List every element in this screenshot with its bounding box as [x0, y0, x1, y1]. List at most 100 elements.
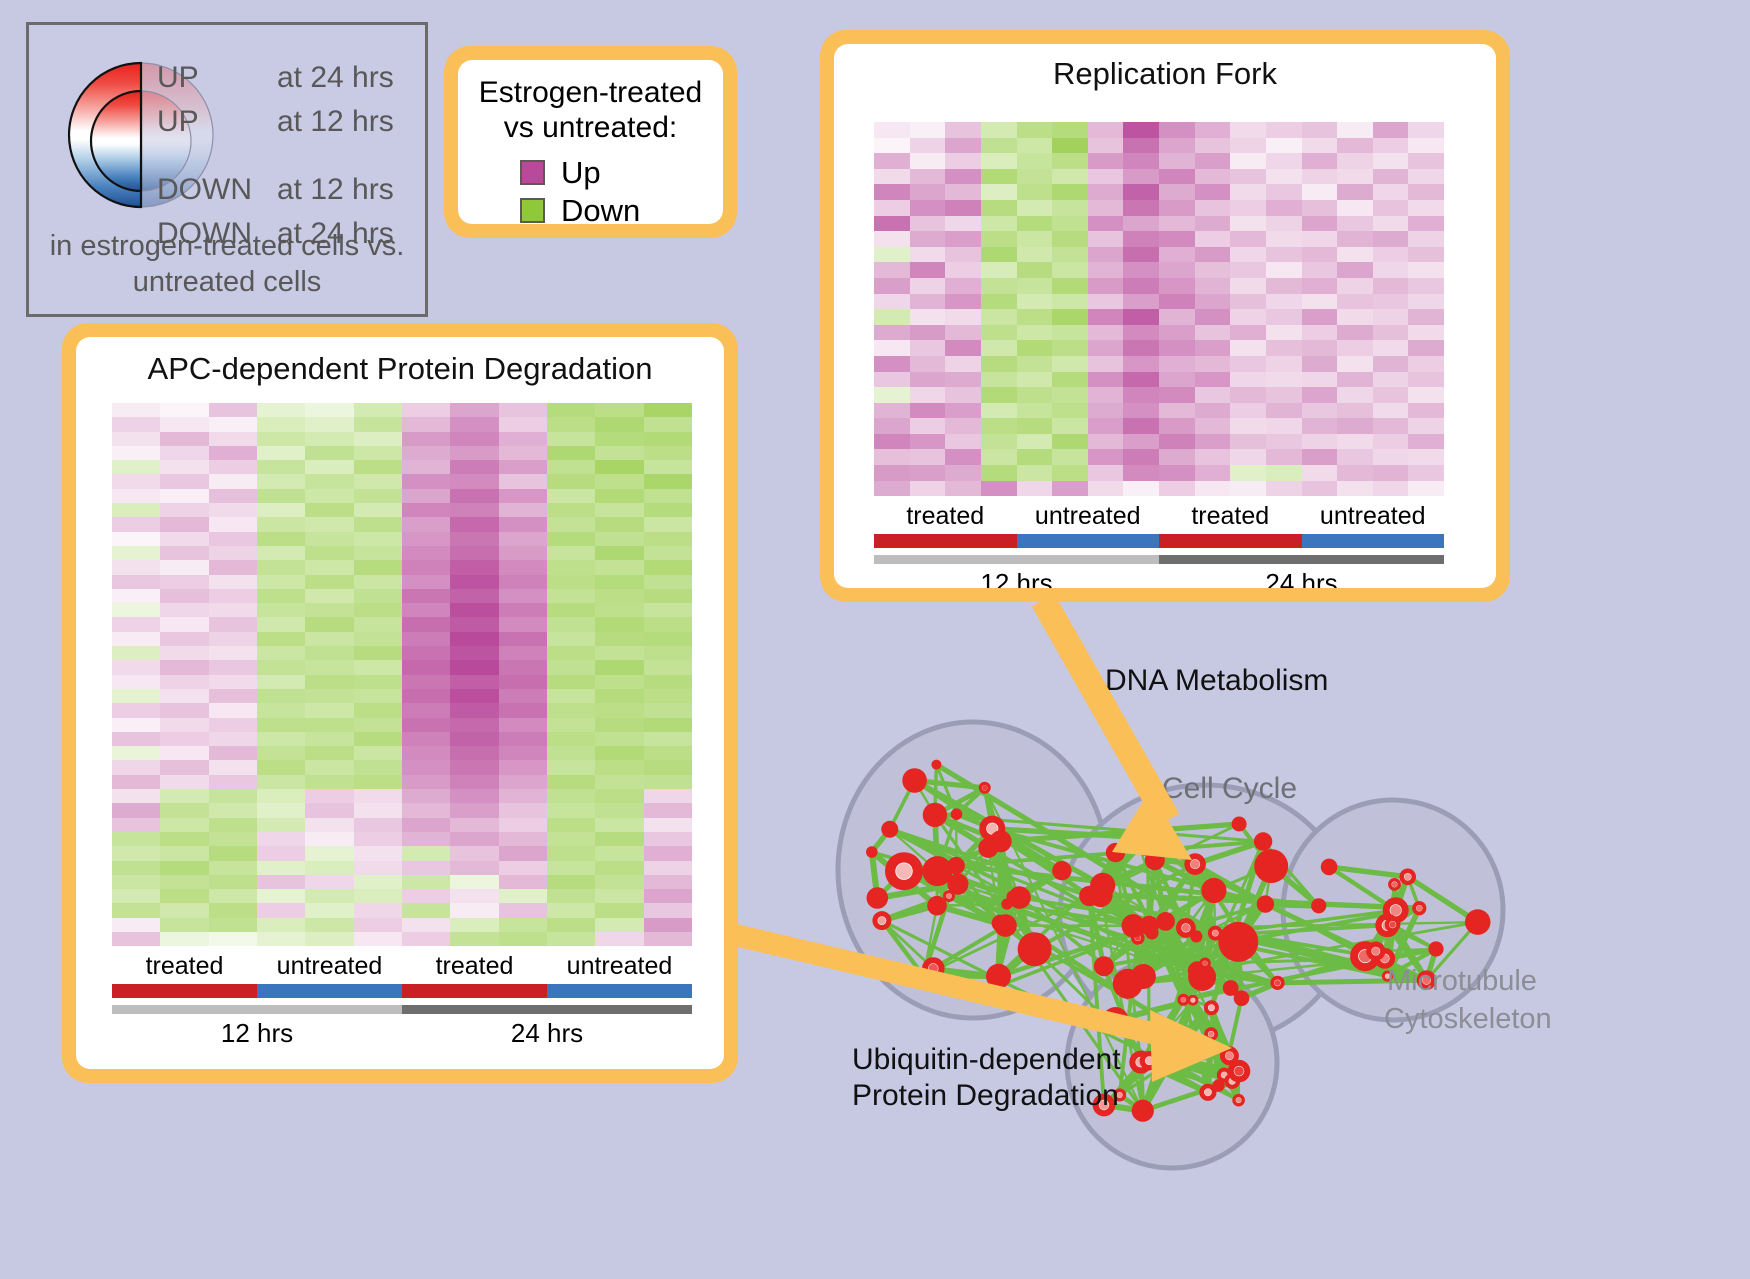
heatmap-cell: [1194, 355, 1231, 372]
network-node[interactable]: [1199, 1083, 1217, 1101]
time-bar: [874, 555, 1159, 565]
heatmap-cell: [208, 860, 257, 875]
network-node[interactable]: [1231, 816, 1247, 832]
network-node[interactable]: [881, 820, 899, 838]
heatmap-cell: [595, 646, 644, 661]
heatmap-cell: [643, 931, 692, 947]
heatmap-cell: [1301, 480, 1338, 497]
network-node[interactable]: [1139, 915, 1159, 936]
heatmap-cell: [1159, 480, 1195, 497]
network-node[interactable]: [1227, 1059, 1251, 1083]
heatmap-cell: [546, 588, 596, 604]
network-node[interactable]: [1212, 1079, 1225, 1092]
network-node[interactable]: [1201, 877, 1227, 904]
network-node[interactable]: [1416, 970, 1437, 990]
network-node[interactable]: [1199, 957, 1211, 969]
network-node[interactable]: [931, 759, 942, 770]
heatmap-cell: [160, 445, 209, 461]
network-node[interactable]: [1204, 1027, 1218, 1041]
heatmap-cell: [595, 531, 644, 546]
network-node[interactable]: [1092, 1093, 1116, 1117]
network-node[interactable]: [1006, 890, 1018, 902]
network-node[interactable]: [1381, 970, 1394, 982]
network-node[interactable]: [922, 802, 948, 828]
network-node[interactable]: [1052, 861, 1072, 881]
network-node[interactable]: [1399, 868, 1416, 886]
network-node[interactable]: [1320, 858, 1338, 876]
heatmap-cell: [909, 137, 946, 154]
heatmap-cell: [1087, 402, 1124, 419]
network-node[interactable]: [1203, 1000, 1219, 1016]
network-node[interactable]: [1270, 975, 1285, 990]
network-node[interactable]: [1384, 916, 1401, 933]
network-node[interactable]: [1190, 930, 1203, 943]
heatmap-cell: [1016, 480, 1053, 497]
heatmap-cell: [160, 417, 209, 432]
network-node[interactable]: [917, 970, 930, 982]
network-node[interactable]: [1256, 895, 1275, 913]
network-node[interactable]: [1131, 1099, 1154, 1122]
network-node[interactable]: [1388, 878, 1401, 891]
heatmap-cell: [401, 460, 451, 475]
heatmap-cell: [112, 717, 161, 732]
network-node[interactable]: [1187, 994, 1199, 1006]
network-node[interactable]: [1311, 898, 1327, 914]
heatmap-cell: [1123, 231, 1159, 247]
network-node[interactable]: [1254, 849, 1289, 884]
heatmap-cell: [401, 403, 451, 418]
network-node[interactable]: [1464, 909, 1491, 935]
heatmap-cell: [498, 760, 547, 775]
network-node[interactable]: [978, 837, 999, 858]
network-node[interactable]: [978, 781, 991, 794]
network-node[interactable]: [1165, 1056, 1177, 1068]
heatmap-cell: [112, 403, 161, 418]
network-node[interactable]: [1184, 853, 1206, 875]
network-node[interactable]: [1144, 850, 1165, 871]
network-node[interactable]: [1222, 980, 1239, 996]
network-node[interactable]: [1428, 941, 1444, 957]
network-node[interactable]: [1366, 941, 1386, 961]
heatmap-cell: [1265, 293, 1302, 310]
network-node[interactable]: [885, 852, 923, 891]
network-node[interactable]: [1156, 912, 1175, 931]
network-node[interactable]: [1017, 932, 1052, 967]
network-node[interactable]: [1113, 1088, 1127, 1102]
heatmap-cell: [945, 122, 981, 138]
network-node[interactable]: [947, 856, 965, 875]
heatmap-cell: [1301, 449, 1338, 466]
heatmap-cell: [160, 431, 209, 446]
heatmap-cell: [1408, 324, 1444, 341]
network-node[interactable]: [950, 808, 963, 820]
network-node[interactable]: [902, 768, 927, 793]
network-node[interactable]: [1412, 901, 1427, 916]
network-node[interactable]: [1207, 925, 1223, 941]
network-node[interactable]: [986, 963, 1011, 989]
network-node[interactable]: [866, 887, 889, 909]
network-node[interactable]: [1253, 832, 1273, 851]
network-svg: DNA Metabolism Cell Cycle Microtubule Cytos…: [835, 664, 1552, 1171]
network-node[interactable]: [1093, 956, 1114, 977]
network-node[interactable]: [872, 911, 892, 931]
network-node[interactable]: [1139, 1051, 1159, 1071]
network-node[interactable]: [922, 856, 953, 887]
heatmap-cell: [401, 646, 451, 661]
network-node[interactable]: [1105, 842, 1126, 863]
heatmap-cell: [595, 603, 644, 618]
network-node[interactable]: [1232, 1093, 1245, 1107]
network-node[interactable]: [1130, 964, 1156, 989]
heatmap-cell: [1265, 465, 1302, 481]
heatmap-cell: [256, 674, 306, 689]
key-label-column: UP at 24 hrs UP at 12 hrs DOWN at 12 hrs…: [157, 61, 427, 261]
network-node[interactable]: [1102, 1007, 1129, 1033]
network-node[interactable]: [1130, 835, 1146, 852]
key-time: at 12 hrs: [277, 105, 394, 138]
network-node[interactable]: [947, 873, 969, 895]
network-node[interactable]: [943, 890, 955, 902]
heatmap-grid: [874, 122, 1444, 497]
network-node[interactable]: [994, 914, 1017, 937]
network-node[interactable]: [1088, 882, 1113, 908]
network-node[interactable]: [1232, 925, 1250, 942]
network-node[interactable]: [866, 846, 878, 858]
network-node[interactable]: [1233, 990, 1250, 1006]
network-node[interactable]: [927, 895, 947, 916]
